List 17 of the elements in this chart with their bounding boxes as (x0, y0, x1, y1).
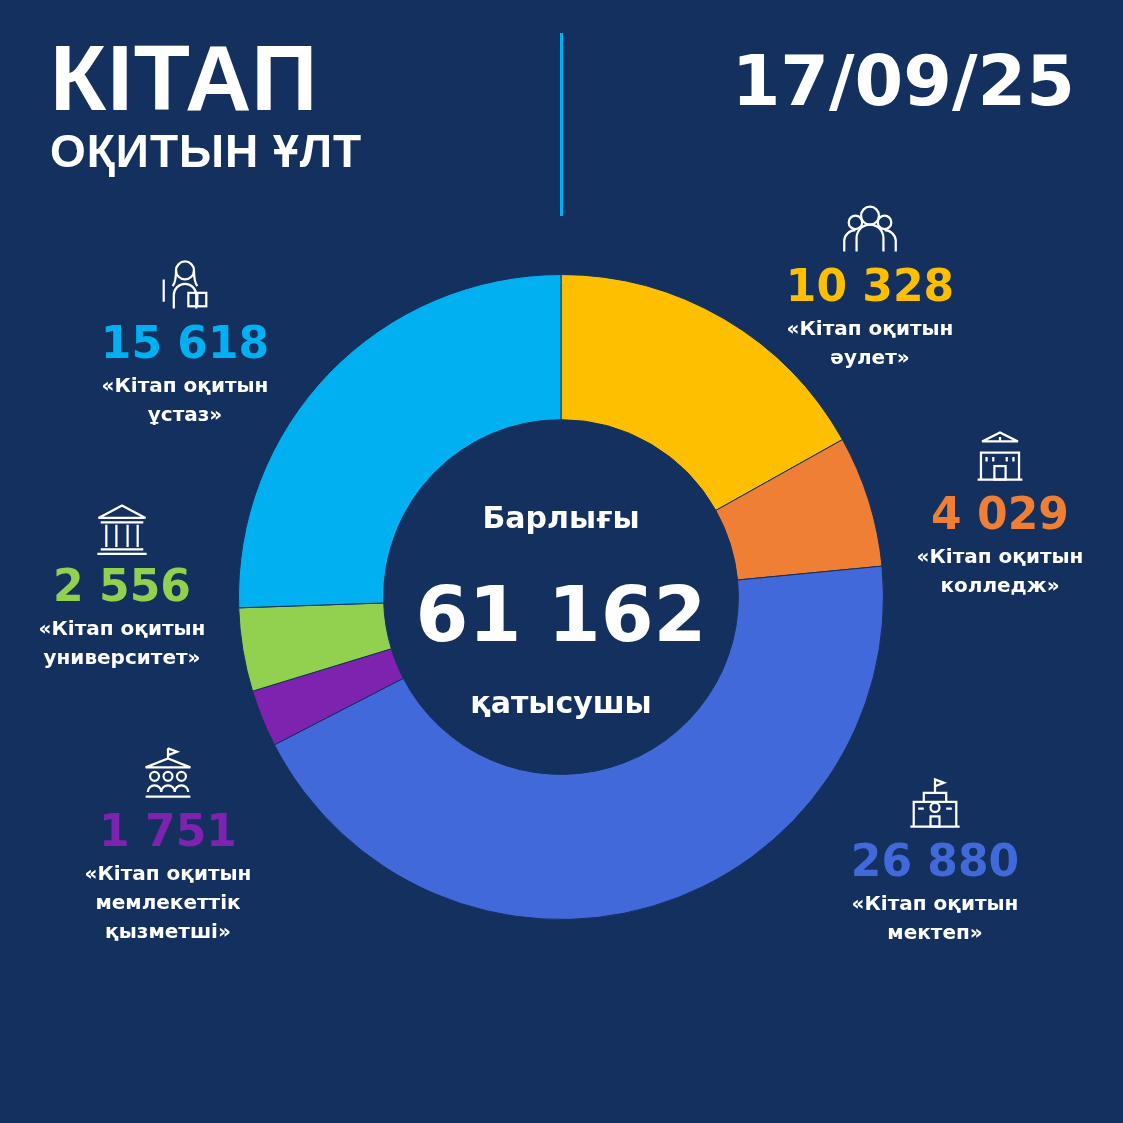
text: қатысушы (470, 685, 652, 720)
data-label: 2 556 (52, 560, 192, 611)
slice-label: «Кітап оқитын ұстаз» (100, 372, 270, 429)
data-label: 1 751 (98, 805, 238, 856)
data-label: 10 328 (784, 260, 956, 311)
slice-label: «Кітап оқитын мемлекеттік қызметші» (83, 860, 253, 946)
chart-subtitle: 17/09/25 (731, 40, 1075, 122)
text: 61 162 (415, 570, 707, 659)
text: Барлығы (482, 500, 640, 535)
slice-label: «Кітап оқитын мектеп» (850, 890, 1020, 947)
data-label: 4 029 (930, 488, 1070, 539)
data-label: 26 880 (849, 835, 1021, 886)
slice-label: «Кітап оқитын әулет» (785, 315, 955, 372)
chart-title: КІТАП ОҚИТЫН ҰЛТ (50, 27, 363, 177)
slice-label: «Кітап оқитын колледж» (915, 543, 1085, 600)
slice-label: «Кітап оқитын университет» (37, 615, 207, 672)
data-label: 15 618 (99, 317, 271, 368)
